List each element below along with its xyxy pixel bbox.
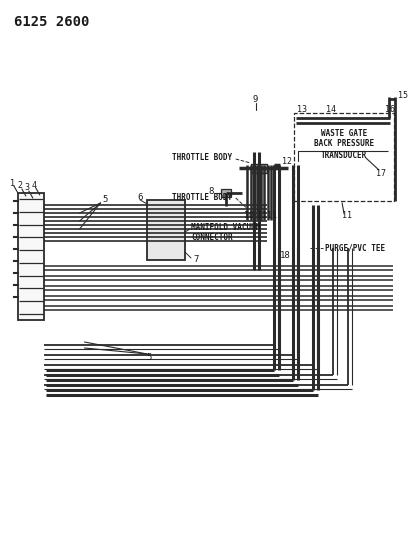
Text: WASTE GATE: WASTE GATE xyxy=(320,128,366,138)
Text: BACK PRESSURE: BACK PRESSURE xyxy=(313,140,373,149)
Text: 2: 2 xyxy=(18,182,23,190)
Text: 7: 7 xyxy=(193,255,198,264)
Text: 17: 17 xyxy=(375,168,385,177)
Text: 10: 10 xyxy=(243,212,253,221)
Text: 6125 2600: 6125 2600 xyxy=(14,15,89,29)
Text: 13: 13 xyxy=(297,106,307,115)
Text: 12: 12 xyxy=(282,157,292,166)
Bar xyxy=(294,113,393,201)
Text: TRANSDUCER: TRANSDUCER xyxy=(320,150,366,159)
Bar xyxy=(147,200,184,260)
Text: 14: 14 xyxy=(326,106,335,115)
Text: 5: 5 xyxy=(102,196,108,205)
Text: MANIFOLD VACUUM: MANIFOLD VACUUM xyxy=(191,223,260,232)
Text: 15: 15 xyxy=(397,91,407,100)
Text: THROTTLE BODY: THROTTLE BODY xyxy=(172,192,231,201)
Text: 11: 11 xyxy=(256,212,266,221)
Text: CONNECTOR: CONNECTOR xyxy=(191,232,232,241)
Bar xyxy=(250,164,266,173)
Text: PURGE/PVC TEE: PURGE/PVC TEE xyxy=(324,244,384,253)
Text: 9: 9 xyxy=(252,95,258,104)
Text: 6: 6 xyxy=(137,193,142,203)
Text: 1: 1 xyxy=(10,179,15,188)
Bar xyxy=(18,193,44,320)
Text: 18: 18 xyxy=(279,251,290,260)
Bar xyxy=(220,189,230,197)
Text: THROTTLE BODY: THROTTLE BODY xyxy=(172,154,231,163)
Text: 11: 11 xyxy=(266,212,276,221)
Text: 11: 11 xyxy=(341,212,351,221)
Text: 16: 16 xyxy=(384,106,394,115)
Text: 4: 4 xyxy=(32,181,37,190)
Text: 8: 8 xyxy=(208,188,213,197)
Text: 5: 5 xyxy=(146,352,151,361)
Text: 3: 3 xyxy=(25,183,30,192)
